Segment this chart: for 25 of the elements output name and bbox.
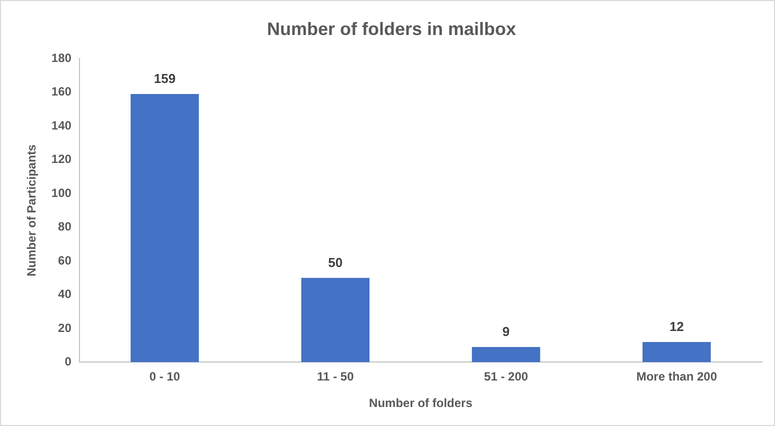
x-axis-title: Number of folders [369,396,473,410]
x-tick-label: 11 - 50 [317,370,354,384]
y-tick-label: 40 [58,287,72,302]
bar [472,347,540,362]
bar [130,94,199,362]
bar [301,278,370,362]
data-label: 12 [669,319,684,334]
x-tick-label: More than 200 [636,370,718,384]
y-tick-label: 120 [51,152,72,166]
chart-title: Number of folders in mailbox [266,18,516,39]
data-label: 159 [154,71,176,86]
y-axis-title: Number of Participants [24,144,39,276]
y-tick-label: 0 [64,354,72,369]
y-tick-label: 140 [51,118,72,132]
y-tick-label: 60 [58,253,72,268]
y-tick-label: 100 [51,186,72,200]
bar [642,342,711,362]
y-tick-label: 160 [51,84,72,99]
y-tick-label: 20 [58,320,72,335]
x-tick-label: 0 - 10 [149,370,180,384]
y-tick-label: 180 [51,50,72,65]
data-label: 9 [502,324,510,340]
data-label: 50 [328,254,343,270]
x-tick-label: 51 - 200 [484,370,528,384]
y-tick-label: 80 [58,220,72,234]
